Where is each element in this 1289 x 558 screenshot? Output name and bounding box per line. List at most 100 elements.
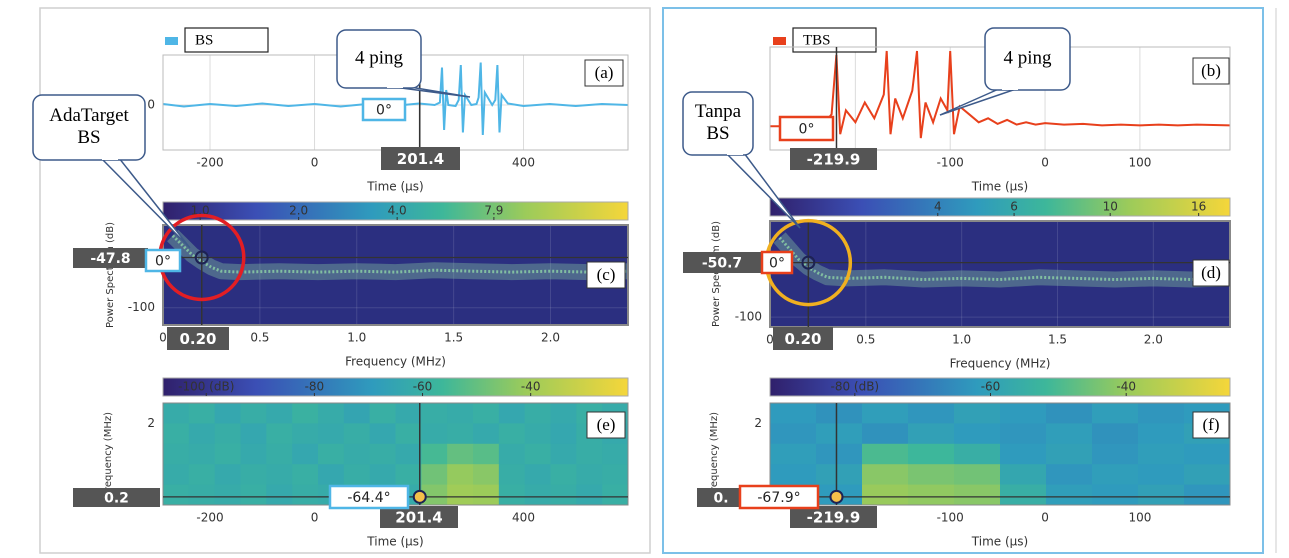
heat-cell [395,423,422,445]
colorbar [162,201,629,221]
panel-label: (c) [597,265,616,284]
x-tick-label: 0 [159,331,167,345]
heat-cell [602,464,629,486]
heat-cell [816,464,863,486]
x-tick-label: 0 [766,333,774,347]
callout-box [32,94,146,161]
heat-cell [1138,484,1185,506]
colorbar-tick-label: -80 (dB) [830,380,879,394]
x-tick-label: 1.5 [1048,333,1067,347]
heat-cell [163,443,190,465]
heat-cell [498,423,526,445]
colorbar-tick-label: 7.9 [484,204,503,218]
heat-cell [550,403,577,424]
callout-seam [102,156,118,160]
heat-cell [343,423,371,445]
y-axis-label: Frequency (MHz) [103,412,114,496]
heat-cell [188,484,216,506]
callout-text: BS [77,127,100,148]
heat-cell [240,403,267,424]
value-tag-box [328,484,410,510]
heat-cell [1046,443,1093,465]
x-tick-label: 100 [1128,156,1151,170]
panel-label-box [586,411,626,439]
colorbar-tick-label: 2.0 [289,204,308,218]
heat-cell [602,484,629,506]
value-tag-box [778,115,835,142]
value-tag-box [760,250,794,275]
callout-box [682,91,754,156]
heat-cell [240,464,267,486]
panel-label: (a) [595,63,614,82]
colorbar-tick-label: -60 [413,380,433,394]
callout-text: 4 ping [355,47,404,68]
heat-cell [1092,464,1139,486]
y-readout-box [683,252,761,273]
heat-cell [1000,464,1047,486]
heat-cell [498,403,526,424]
heat-cell [292,403,319,424]
heat-cell [188,464,216,486]
callout-text: Tanpa [695,101,742,122]
x-axis-label: Time (µs) [366,535,423,549]
x-tick-label: 0.5 [250,331,269,345]
y-tick-label: 0 [147,98,155,112]
heat-cell [908,443,955,465]
x-tick-label: 0 [1041,511,1049,525]
x-axis-label: Frequency (MHz) [345,355,446,369]
heat-cell [266,484,293,506]
heat-cell [163,484,190,506]
legend-box [184,27,269,53]
heat-cell [524,443,551,465]
x-tick-label: 400 [512,156,535,170]
colorbar-tick-label: -40 [521,380,541,394]
heat-cell [1184,464,1231,486]
heat-cell [214,443,241,465]
heat-cell [421,464,448,486]
heat-cell [1092,484,1139,506]
heat-cell [576,443,603,465]
heat-cell [292,484,319,506]
heat-cell [1138,443,1185,465]
heat-cell [163,403,190,424]
x-tick-label: 0 [1041,156,1049,170]
panel-label-box [1192,259,1230,287]
colorbar [769,377,1231,397]
heat-cell [447,443,474,465]
colorbar-tick-label: -60 [981,380,1001,394]
x-readout: 201.4 [395,509,442,527]
panel-label-box [584,59,624,87]
panel-label: (b) [1201,61,1221,80]
x-readout: 0.20 [784,330,821,348]
x-tick-label: -100 [937,156,964,170]
legend-swatch [165,37,178,45]
value-tag-box [144,248,182,273]
x-readout: 201.4 [397,150,444,168]
cursor-marker [412,489,427,504]
y-readout: -50.7 [702,256,742,272]
value-tag: 0° [376,103,392,119]
heat-cell [550,423,577,445]
callout-text: BS [706,123,729,144]
heat-cell [266,464,293,486]
x-readout-box [380,506,458,528]
legend-label: BS [195,32,213,48]
colorbar-tick-label: -80 [305,380,325,394]
colorbar-tick-label: -40 [1116,380,1136,394]
heat-cell [1000,443,1047,465]
y-tick-label: -100 [735,310,762,324]
x-readout: -219.9 [807,509,861,527]
heat-cell [473,464,500,486]
x-tick-label: 1.0 [952,333,971,347]
heat-cell [524,484,551,506]
callout-box [336,29,422,89]
heat-cell [240,484,267,506]
heat-cell [447,423,474,445]
y-readout: 0. [713,491,728,507]
heat-cell [318,443,345,465]
value-tag-box [361,97,407,122]
x-tick-label: -200 [196,511,223,525]
heat-cell [498,484,526,506]
heat-cell [1046,464,1093,486]
